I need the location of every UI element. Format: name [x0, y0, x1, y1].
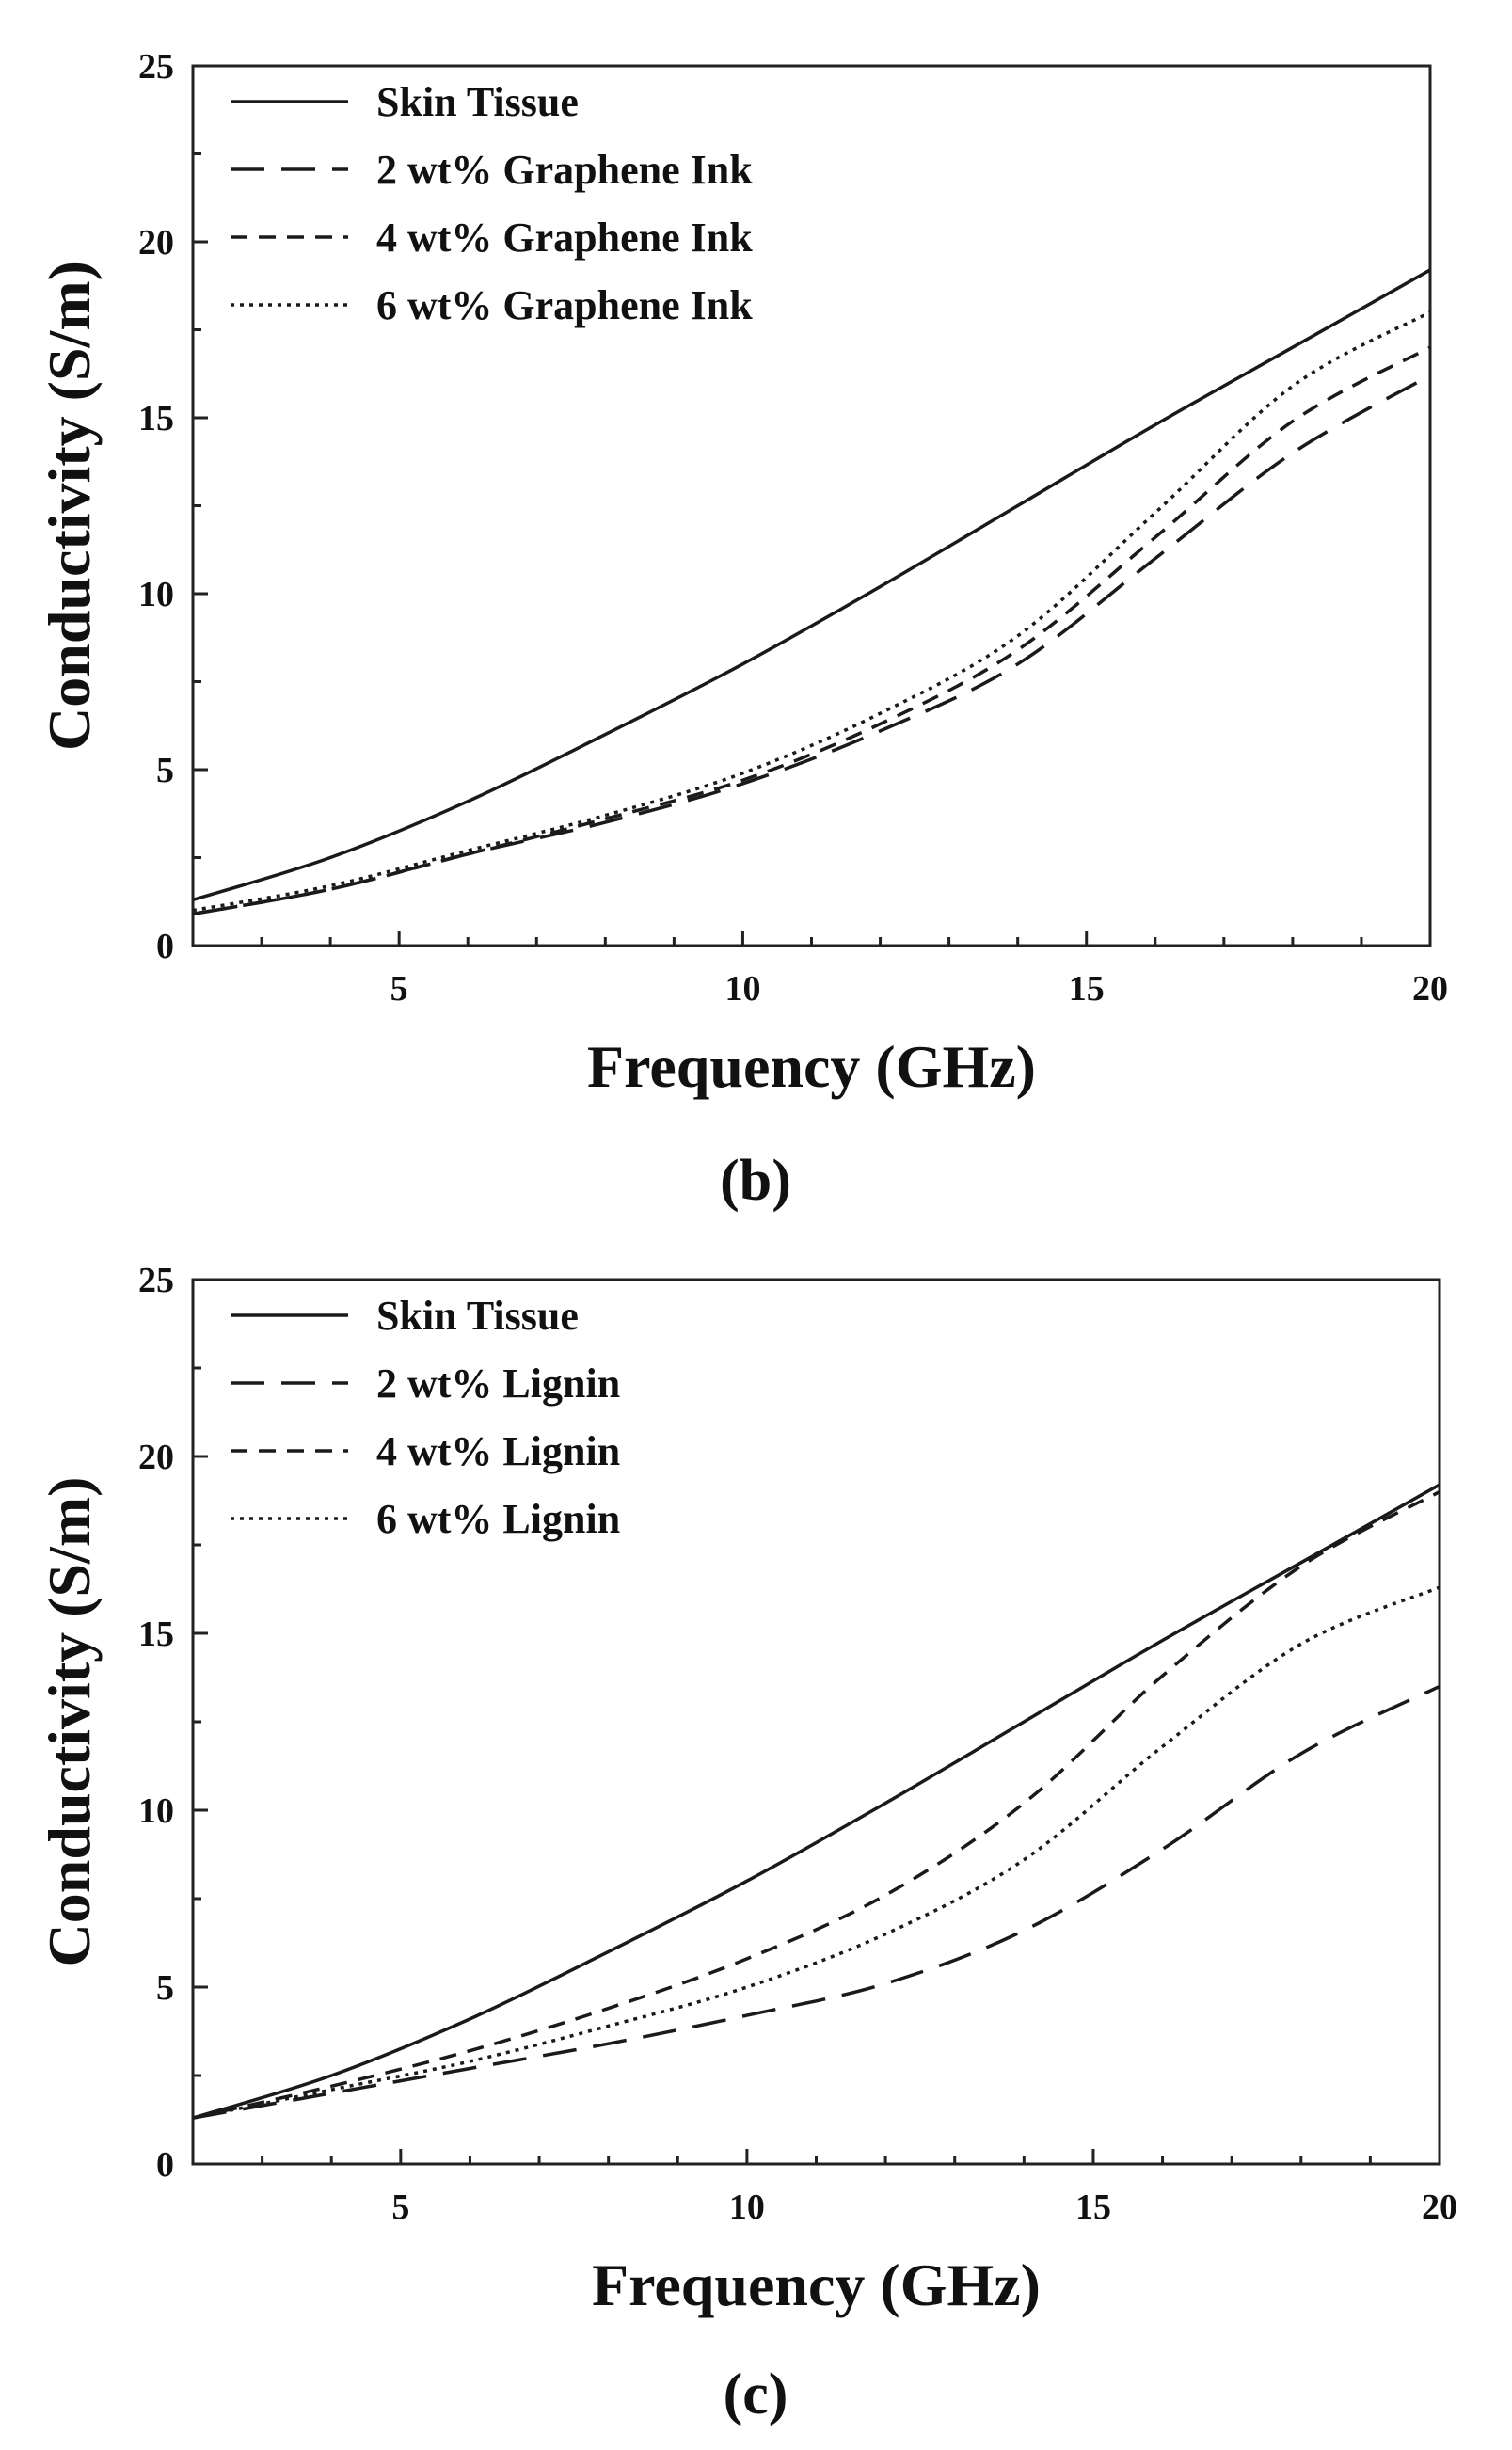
y-tick-label: 0 [156, 927, 174, 966]
y-tick-label: 15 [138, 1615, 174, 1654]
y-tick-label: 25 [138, 1261, 174, 1300]
x-tick-label: 20 [1412, 969, 1448, 1009]
legend-label: 6 wt% Graphene Ink [376, 282, 753, 328]
x-axis-label: Frequency (GHz) [587, 1033, 1036, 1100]
chart-panel-c: 5 10 15 20 0 5 10 15 20 25 Frequency (GHz) Conducti… [36, 1261, 1457, 2426]
legend-label: 4 wt% Lignin [376, 1428, 620, 1474]
x-tick-label: 5 [391, 2188, 409, 2227]
x-tick-label: 5 [390, 969, 408, 1009]
series-line-4-wtpct-graphene-ink [192, 345, 1431, 916]
series-line-6-wtpct-graphene-ink [192, 310, 1431, 913]
series-line-4-wtpct-lignin [192, 1490, 1440, 2120]
panel-label: (b) [720, 1149, 791, 1213]
legend-label: Skin Tissue [376, 79, 579, 125]
x-tick-label: 20 [1422, 2188, 1457, 2227]
series-line-skin-tissue [192, 1483, 1440, 2120]
plot-frame [191, 64, 1432, 947]
y-axis-label: Conductivity (S/m) [36, 1477, 103, 1967]
series-line-6-wtpct-lignin [192, 1585, 1440, 2120]
series-line-2-wtpct-lignin [192, 1684, 1440, 2120]
legend-label: 2 wt% Graphene Ink [376, 147, 753, 193]
series-line-2-wtpct-graphene-ink [192, 374, 1431, 916]
legend-label: 4 wt% Graphene Ink [376, 215, 753, 261]
series-line-skin-tissue [192, 268, 1431, 902]
x-tick-label: 10 [729, 2188, 765, 2227]
y-tick-label: 10 [138, 575, 174, 614]
legend-label: Skin Tissue [376, 1293, 579, 1339]
x-axis-label: Frequency (GHz) [592, 2251, 1041, 2318]
legend-label: 2 wt% Lignin [376, 1360, 620, 1407]
y-tick-label: 5 [156, 751, 174, 790]
y-tick-label: 20 [138, 1438, 174, 1477]
y-tick-label: 0 [156, 2145, 174, 2185]
y-tick-label: 10 [138, 1791, 174, 1831]
y-tick-label: 5 [156, 1968, 174, 2008]
y-tick-label: 25 [138, 47, 174, 87]
legend-label: 6 wt% Lignin [376, 1496, 620, 1542]
plot-frame [191, 1278, 1441, 2166]
panel-label: (c) [724, 2362, 788, 2426]
x-tick-label: 15 [1075, 2188, 1111, 2227]
y-tick-label: 20 [138, 223, 174, 262]
x-tick-label: 10 [724, 969, 760, 1009]
y-tick-label: 15 [138, 399, 174, 438]
y-axis-label: Conductivity (S/m) [36, 261, 103, 751]
x-tick-label: 15 [1069, 969, 1105, 1009]
chart-panel-b: 5 10 15 20 0 5 10 15 20 25 Frequency (GHz) Conducti… [36, 47, 1448, 1213]
